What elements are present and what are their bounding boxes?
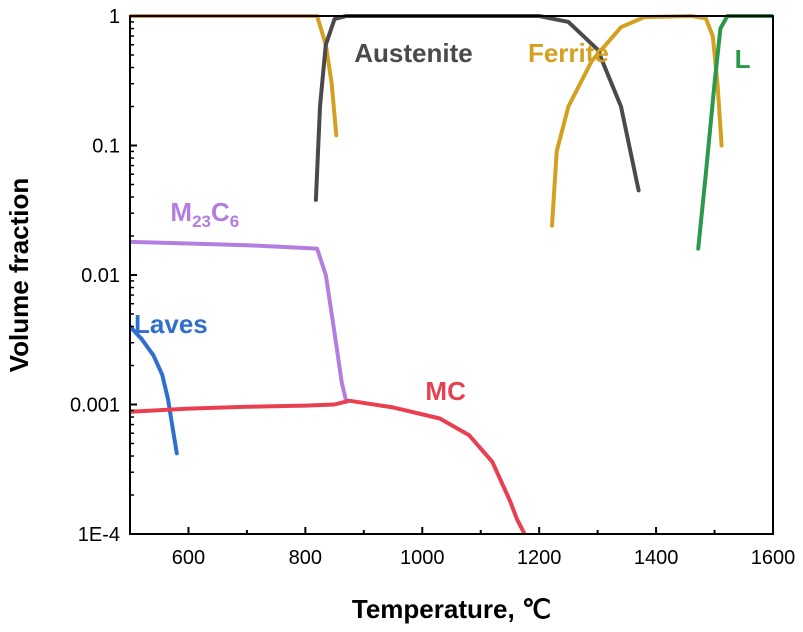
y-axis-title: Volume fraction <box>4 178 34 373</box>
series-label-ferrite-1: Ferrite <box>528 38 609 68</box>
series-label-laves-5: Laves <box>134 309 208 339</box>
y-tick-label: 1 <box>109 6 120 28</box>
series-line-ferrite-0 <box>130 14 339 138</box>
series-lines <box>130 14 773 534</box>
y-tick-labels: 1E-4 0.001 0.01 0.1 1 <box>70 6 120 546</box>
x-tick-label: 600 <box>172 547 205 569</box>
series-label-austenite-2: Austenite <box>354 38 472 68</box>
series-label-m23c6-4: M23C6 <box>170 197 239 231</box>
x-axis-title: Temperature, ℃ <box>352 594 551 624</box>
series-label-l-3: L <box>735 44 751 74</box>
x-tick-label: 1400 <box>634 547 679 569</box>
series-labels: FerriteFerriteAusteniteLM23C6LavesMC <box>134 38 751 406</box>
x-tick-label: 800 <box>289 547 322 569</box>
series-line-ferrite-1 <box>550 14 724 228</box>
series-line-laves-5 <box>130 324 179 456</box>
series-label-mc-6: MC <box>425 376 466 406</box>
plot-frame <box>129 15 774 535</box>
y-tick-label: 0.01 <box>81 265 120 287</box>
x-tick-label: 1600 <box>751 547 796 569</box>
series-line-mc-6 <box>130 398 527 534</box>
series-line-m23c6-4 <box>130 239 349 404</box>
x-tick-label: 1200 <box>517 547 562 569</box>
x-tick-label: 1000 <box>400 547 445 569</box>
y-tick-label: 0.001 <box>70 395 120 417</box>
axis-ticks <box>129 15 774 535</box>
y-tick-label: 1E-4 <box>78 524 120 546</box>
x-tick-labels: 600 800 1000 1200 1400 1600 <box>172 547 795 569</box>
y-tick-label: 0.1 <box>92 136 120 158</box>
